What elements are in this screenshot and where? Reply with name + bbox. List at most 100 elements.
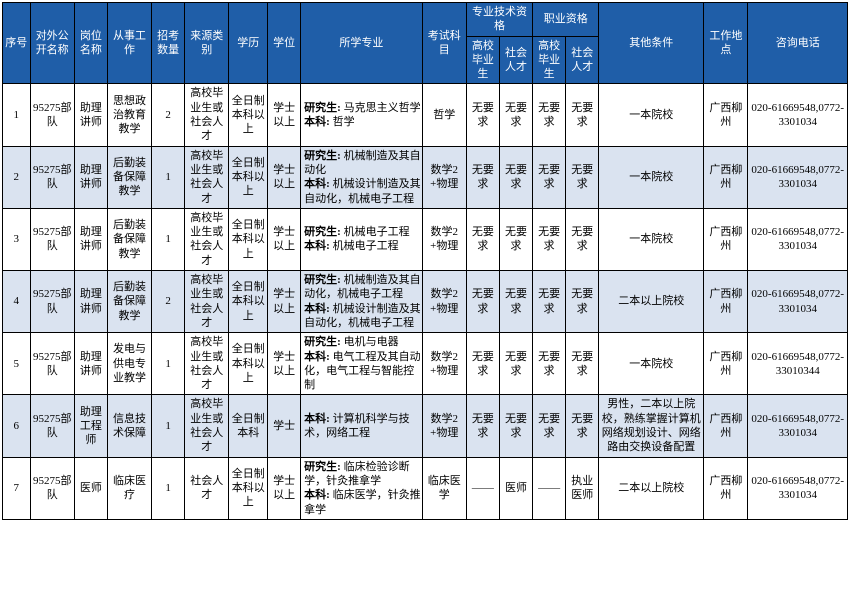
- cell-pq-sh: 医师: [499, 457, 532, 519]
- cell-exam: 数学2+物理: [422, 395, 466, 457]
- cell-source: 高校毕业生或社会人才: [185, 333, 229, 395]
- cell-post-name: 助理讲师: [74, 271, 107, 333]
- recruitment-table: 序号 对外公开名称 岗位名称 从事工作 招考数量 来源类别 学历 学位 所学专业…: [2, 2, 848, 520]
- cell-jq-gx: 无要求: [533, 395, 566, 457]
- cell-exam: 临床医学: [422, 457, 466, 519]
- cell-count: 1: [152, 395, 185, 457]
- cell-pq-gx: 无要求: [466, 84, 499, 146]
- cell-phone: 020-61669548,0772-3301034: [748, 457, 848, 519]
- cell-degree: 学士以上: [268, 208, 301, 270]
- cell-seq: 1: [3, 84, 31, 146]
- cell-other: 一本院校: [599, 84, 704, 146]
- cell-major: 研究生: 机械制造及其自动化本科: 机械设计制造及其自动化，机械电子工程: [301, 146, 423, 208]
- cell-source: 高校毕业生或社会人才: [185, 271, 229, 333]
- cell-pq-gx: 无要求: [466, 333, 499, 395]
- cell-other: 一本院校: [599, 208, 704, 270]
- cell-place: 广西柳州: [704, 146, 748, 208]
- cell-phone: 020-61669548,0772-3301034: [748, 395, 848, 457]
- cell-pub-name: 95275部队: [30, 84, 74, 146]
- table-row: 395275部队助理讲师后勤装备保障教学1高校毕业生或社会人才全日制本科以上学士…: [3, 208, 848, 270]
- cell-exam: 哲学: [422, 84, 466, 146]
- cell-edu: 全日制本科以上: [229, 84, 268, 146]
- cell-pq-sh: 无要求: [499, 271, 532, 333]
- table-row: 795275部队医师临床医疗1社会人才全日制本科以上学士以上研究生: 临床检验诊…: [3, 457, 848, 519]
- cell-place: 广西柳州: [704, 333, 748, 395]
- cell-seq: 3: [3, 208, 31, 270]
- cell-phone: 020-61669548,0772-33010344: [748, 333, 848, 395]
- cell-degree: 学士以上: [268, 457, 301, 519]
- cell-edu: 全日制本科以上: [229, 208, 268, 270]
- cell-exam: 数学2+物理: [422, 146, 466, 208]
- cell-source: 高校毕业生或社会人才: [185, 146, 229, 208]
- col-major: 所学专业: [301, 3, 423, 84]
- cell-jq-gx: 无要求: [533, 271, 566, 333]
- cell-other: 二本以上院校: [599, 457, 704, 519]
- table-header: 序号 对外公开名称 岗位名称 从事工作 招考数量 来源类别 学历 学位 所学专业…: [3, 3, 848, 84]
- col-seq: 序号: [3, 3, 31, 84]
- cell-exam: 数学2+物理: [422, 208, 466, 270]
- cell-phone: 020-61669548,0772-3301034: [748, 208, 848, 270]
- col-job-qual: 职业资格: [533, 3, 599, 37]
- cell-major: 研究生: 临床检验诊断学，针灸推拿学本科: 临床医学，针灸推拿学: [301, 457, 423, 519]
- cell-major: 研究生: 机械制造及其自动化，机械电子工程本科: 机械设计制造及其自动化，机械电…: [301, 271, 423, 333]
- col-edu: 学历: [229, 3, 268, 84]
- cell-degree: 学士以上: [268, 146, 301, 208]
- cell-place: 广西柳州: [704, 457, 748, 519]
- cell-post-name: 助理工程师: [74, 395, 107, 457]
- cell-pq-sh: 无要求: [499, 84, 532, 146]
- cell-major: 研究生: 机械电子工程本科: 机械电子工程: [301, 208, 423, 270]
- cell-phone: 020-61669548,0772-3301034: [748, 271, 848, 333]
- cell-count: 1: [152, 333, 185, 395]
- cell-pub-name: 95275部队: [30, 271, 74, 333]
- cell-pq-sh: 无要求: [499, 395, 532, 457]
- cell-post-name: 助理讲师: [74, 84, 107, 146]
- cell-jq-sh: 无要求: [566, 208, 599, 270]
- cell-exam: 数学2+物理: [422, 333, 466, 395]
- cell-degree: 学士: [268, 395, 301, 457]
- cell-pq-gx: 无要求: [466, 146, 499, 208]
- cell-post-name: 助理讲师: [74, 333, 107, 395]
- cell-work: 后勤装备保障教学: [107, 146, 151, 208]
- cell-seq: 2: [3, 146, 31, 208]
- cell-pub-name: 95275部队: [30, 457, 74, 519]
- table-row: 495275部队助理讲师后勤装备保障教学2高校毕业生或社会人才全日制本科以上学士…: [3, 271, 848, 333]
- cell-pq-sh: 无要求: [499, 333, 532, 395]
- col-place: 工作地点: [704, 3, 748, 84]
- col-pro-qual: 专业技术资格: [466, 3, 532, 37]
- col-pub-name: 对外公开名称: [30, 3, 74, 84]
- cell-work: 后勤装备保障教学: [107, 271, 151, 333]
- cell-work: 后勤装备保障教学: [107, 208, 151, 270]
- cell-pub-name: 95275部队: [30, 395, 74, 457]
- cell-work: 临床医疗: [107, 457, 151, 519]
- cell-phone: 020-61669548,0772-3301034: [748, 84, 848, 146]
- cell-source: 高校毕业生或社会人才: [185, 395, 229, 457]
- cell-pq-gx: ——: [466, 457, 499, 519]
- cell-pq-gx: 无要求: [466, 395, 499, 457]
- cell-jq-gx: 无要求: [533, 333, 566, 395]
- cell-pq-sh: 无要求: [499, 146, 532, 208]
- cell-pub-name: 95275部队: [30, 208, 74, 270]
- cell-jq-sh: 无要求: [566, 146, 599, 208]
- cell-degree: 学士以上: [268, 84, 301, 146]
- cell-edu: 全日制本科以上: [229, 271, 268, 333]
- cell-jq-gx: 无要求: [533, 208, 566, 270]
- cell-pq-gx: 无要求: [466, 208, 499, 270]
- cell-pq-gx: 无要求: [466, 271, 499, 333]
- cell-work: 发电与供电专业教学: [107, 333, 151, 395]
- cell-work: 思想政治教育教学: [107, 84, 151, 146]
- cell-seq: 7: [3, 457, 31, 519]
- table-row: 695275部队助理工程师信息技术保障1高校毕业生或社会人才全日制本科学士本科:…: [3, 395, 848, 457]
- cell-degree: 学士以上: [268, 271, 301, 333]
- cell-post-name: 助理讲师: [74, 208, 107, 270]
- table-row: 595275部队助理讲师发电与供电专业教学1高校毕业生或社会人才全日制本科以上学…: [3, 333, 848, 395]
- col-work: 从事工作: [107, 3, 151, 84]
- cell-place: 广西柳州: [704, 395, 748, 457]
- cell-edu: 全日制本科以上: [229, 146, 268, 208]
- cell-pub-name: 95275部队: [30, 146, 74, 208]
- cell-major: 研究生: 马克思主义哲学本科: 哲学: [301, 84, 423, 146]
- col-jq-sh: 社会人才: [566, 36, 599, 84]
- cell-edu: 全日制本科以上: [229, 333, 268, 395]
- cell-edu: 全日制本科以上: [229, 457, 268, 519]
- cell-source: 社会人才: [185, 457, 229, 519]
- cell-seq: 4: [3, 271, 31, 333]
